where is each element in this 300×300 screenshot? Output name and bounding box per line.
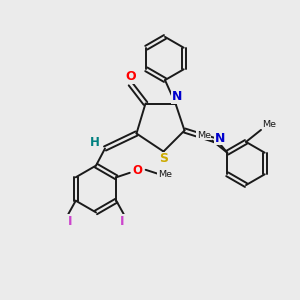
Text: Me: Me (158, 170, 172, 179)
Text: I: I (120, 214, 124, 228)
Text: Me: Me (262, 120, 276, 129)
Text: N: N (215, 131, 225, 145)
Text: O: O (133, 164, 143, 177)
Text: N: N (172, 90, 182, 104)
Text: S: S (160, 152, 169, 166)
Text: O: O (125, 70, 136, 83)
Text: H: H (90, 136, 99, 149)
Text: I: I (68, 214, 72, 228)
Text: Me: Me (197, 131, 211, 140)
